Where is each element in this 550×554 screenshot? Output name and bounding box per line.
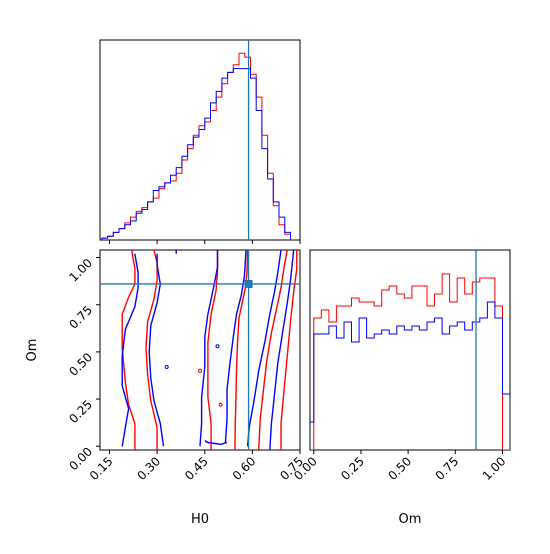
contour-0-4 xyxy=(258,250,288,450)
contour-0-2 xyxy=(145,250,158,450)
om-xtick-label-2: 0.50 xyxy=(385,454,414,483)
h0-histogram-frame xyxy=(99,39,301,241)
x-axis-label-om: Om xyxy=(399,512,422,527)
histogram-series-0 xyxy=(310,273,510,450)
contour-1-7 xyxy=(204,440,228,445)
hist-clipped xyxy=(100,52,297,240)
hist-clipped xyxy=(310,273,510,450)
contour-blob-1 xyxy=(198,368,202,373)
contour-xtick-label-1: 0.30 xyxy=(134,454,163,483)
contour-1-3 xyxy=(199,250,219,447)
contour-xtick-label-3: 0.60 xyxy=(230,454,259,483)
om-xtick-label-4: 1.00 xyxy=(480,454,509,483)
om-histogram-x-ticks: 0.00 0.25 0.50 0.75 1.00 xyxy=(291,450,509,483)
om-histogram-frame xyxy=(309,249,511,451)
histogram-series-0 xyxy=(100,52,297,240)
contour-blob-0 xyxy=(164,364,169,369)
contour-ytick-label-2: 0.50 xyxy=(66,350,95,379)
om-xtick-label-3: 0.75 xyxy=(433,454,462,483)
contour-1-4 xyxy=(224,250,247,443)
contour-blob-3 xyxy=(218,402,223,407)
histogram-series-1 xyxy=(100,68,297,240)
h0-om-contours xyxy=(100,250,300,450)
om-histogram xyxy=(310,250,510,450)
contour-0-0 xyxy=(121,250,136,450)
om-xtick-label-1: 0.25 xyxy=(338,454,367,483)
x-axis-label-h0: H0 xyxy=(191,512,209,527)
contour-blob-2 xyxy=(215,344,220,349)
truth-marker xyxy=(244,279,253,288)
contour-x-ticks: 0.15 0.30 0.45 0.60 0.75 xyxy=(87,450,306,483)
h0-om-contour-frame xyxy=(99,249,301,451)
contour-0-5 xyxy=(280,250,298,450)
contour-1-5 xyxy=(246,250,282,447)
contour-ytick-label-1: 0.25 xyxy=(66,397,95,426)
contour-ytick-label-4: 1.00 xyxy=(66,256,95,285)
y-axis-label-om: Om xyxy=(25,339,40,362)
h0-histogram xyxy=(100,40,297,240)
contour-1-0 xyxy=(121,253,139,447)
contour-1-1 xyxy=(148,253,165,447)
contour-ytick-label-3: 0.75 xyxy=(66,303,95,332)
contour-xtick-label-0: 0.15 xyxy=(87,454,116,483)
contour-xtick-label-2: 0.45 xyxy=(182,454,211,483)
histogram-series-1 xyxy=(310,301,510,450)
contour-0-3 xyxy=(207,250,219,450)
contour-y-ticks: 0.000.250.500.751.00 xyxy=(66,256,100,473)
contour-clipped xyxy=(121,250,298,450)
h0-histogram-ticks xyxy=(109,240,301,244)
